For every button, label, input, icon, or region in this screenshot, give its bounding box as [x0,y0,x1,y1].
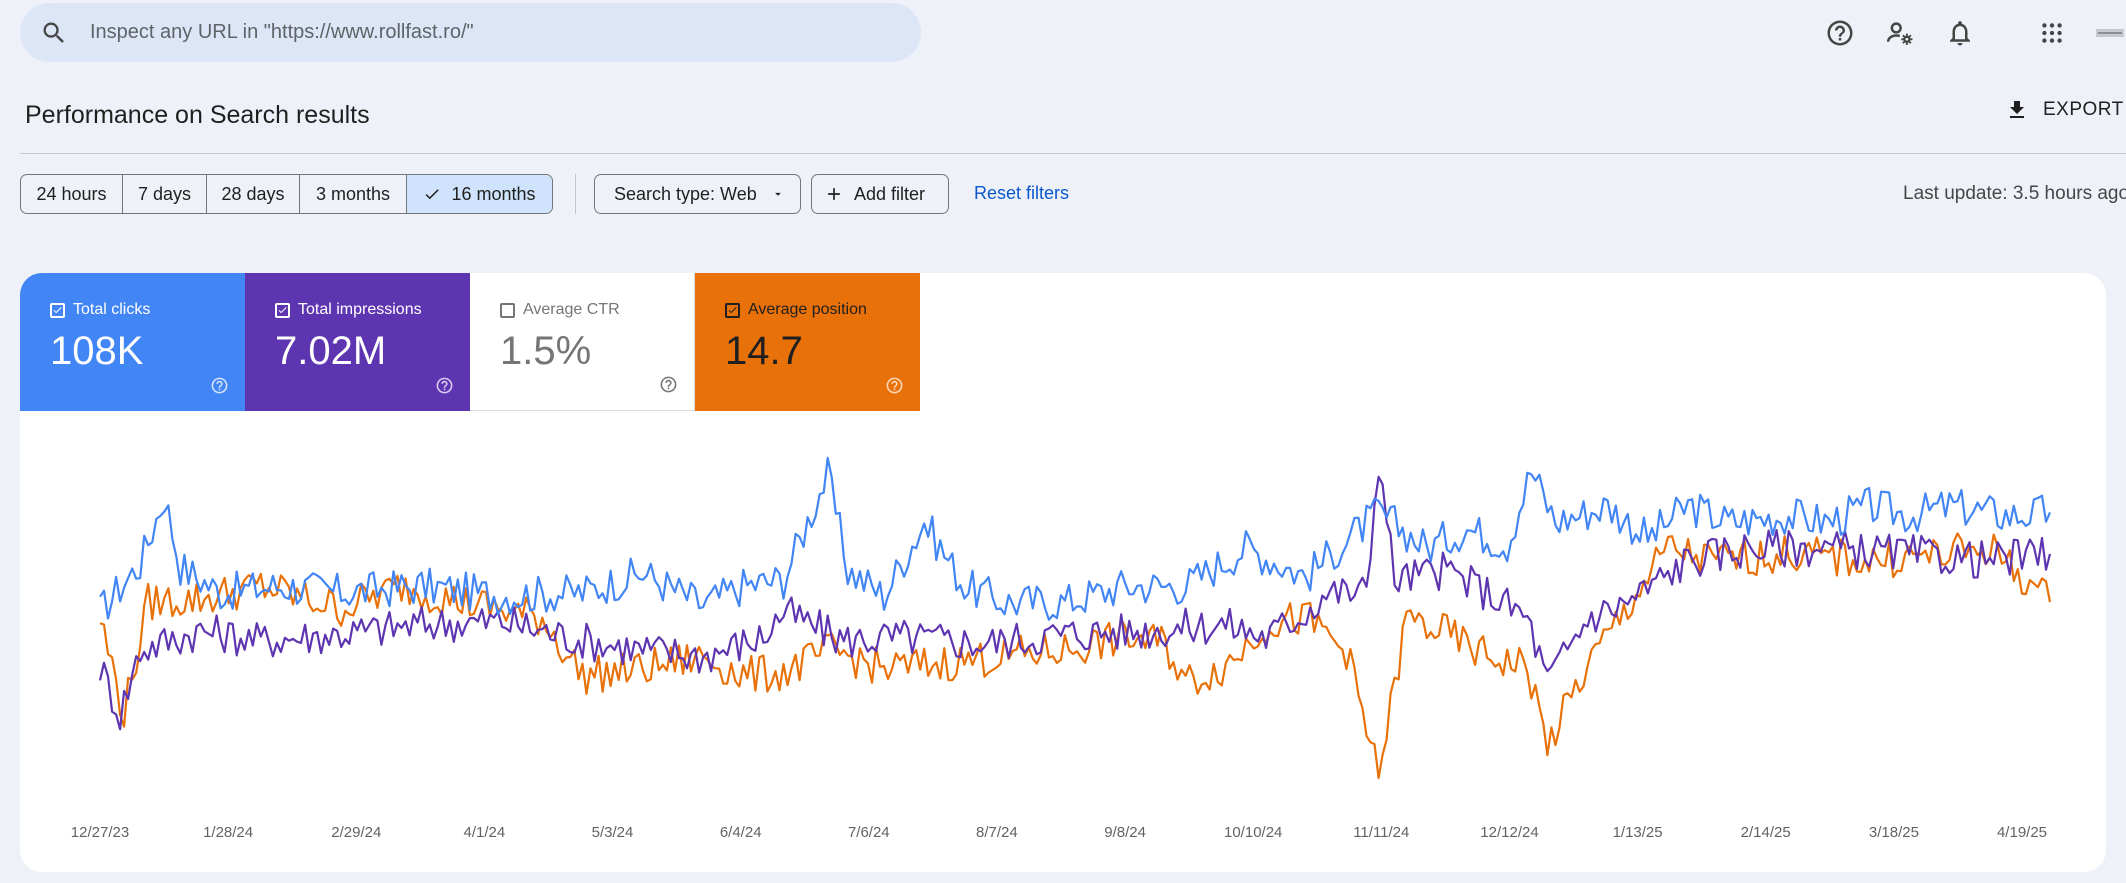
x-axis-tick-label: 2/14/25 [1741,824,1791,841]
date-range-16m[interactable]: 16 months [407,175,552,213]
metric-average-position[interactable]: Average position 14.7 [695,273,920,411]
metric-total-clicks[interactable]: Total clicks 108K [20,273,245,411]
x-axis-tick-label: 3/18/25 [1869,824,1919,841]
date-range-28d[interactable]: 28 days [207,175,300,213]
metric-value: 7.02M [275,329,387,373]
checkbox-unchecked-icon[interactable] [500,302,515,318]
metric-label: Average position [748,301,867,318]
export-label: EXPORT [2043,99,2124,120]
search-type-dropdown[interactable]: Search type: Web [594,174,801,214]
last-update-text: Last update: 3.5 hours ago [1903,183,2126,204]
search-icon [43,22,64,43]
download-icon [2010,101,2024,118]
date-range-24h[interactable]: 24 hours [21,175,123,213]
performance-line-chart: 12/27/23 1/28/24 2/29/24 4/1/24 5/3/24 6/4/24… [71,456,2052,841]
x-axis-tick-label: 12/12/24 [1480,824,1538,841]
metric-label: Average CTR [523,301,620,318]
x-axis-tick-label: 9/8/24 [1104,824,1146,841]
account-avatar[interactable] [2094,15,2126,51]
x-axis-tick-label: 1/28/24 [203,824,253,841]
x-axis-tick-label: 4/1/24 [464,824,506,841]
x-axis-tick-label: 2/29/24 [331,824,381,841]
x-axis-tick-label: 6/4/24 [720,824,762,841]
chart-series-line [98,475,2052,731]
url-inspection-search[interactable] [20,3,921,62]
checkbox-checked-icon[interactable] [725,302,740,318]
x-axis-tick-label: 12/27/23 [71,824,129,841]
reset-filters-link[interactable]: Reset filters [974,183,1070,203]
manage-accounts-icon[interactable] [1882,15,1918,51]
add-filter-button[interactable]: Add filter [811,174,949,214]
help-icon[interactable] [435,376,454,395]
metric-value: 14.7 [725,329,803,373]
filter-separator [575,174,576,214]
x-axis-tick-label: 4/19/25 [1997,824,2047,841]
x-axis-tick-label: 5/3/24 [592,824,634,841]
x-axis-tick-label: 1/13/25 [1613,824,1663,841]
metric-label: Total impressions [298,301,422,318]
page-title: Performance on Search results [25,101,370,129]
metric-label: Total clicks [73,301,151,318]
help-icon[interactable] [1822,15,1858,51]
metric-value: 1.5% [500,329,592,373]
date-range-16m-label: 16 months [451,183,536,204]
notifications-icon[interactable] [1942,15,1978,51]
checkbox-checked-icon[interactable] [50,302,65,318]
apps-icon[interactable] [2034,15,2070,51]
help-icon[interactable] [210,376,229,395]
date-range-3m[interactable]: 3 months [300,175,407,213]
dropdown-arrow-icon [774,192,781,196]
metric-average-ctr[interactable]: Average CTR 1.5% [470,273,695,411]
help-icon[interactable] [885,376,904,395]
url-inspection-input[interactable] [90,21,850,44]
chart-series-line [99,532,2052,780]
checkbox-checked-icon[interactable] [275,302,290,318]
export-button[interactable]: EXPORT [2005,98,2124,122]
search-type-label: Search type: Web [614,183,757,204]
performance-chart-card: 12/27/23 1/28/24 2/29/24 4/1/24 5/3/24 6/4/24… [20,273,2106,872]
add-filter-label: Add filter [854,183,926,204]
help-icon[interactable] [659,375,678,394]
date-range-selector: 24 hours 7 days 28 days 3 months 16 mont… [20,174,553,214]
header-divider [20,153,2126,154]
x-axis-tick-label: 8/7/24 [976,824,1018,841]
check-icon [426,189,440,200]
x-axis-tick-label: 11/11/24 [1353,824,1409,841]
metric-value: 108K [50,329,144,373]
date-range-7d[interactable]: 7 days [123,175,207,213]
x-axis-tick-label: 7/6/24 [848,824,890,841]
metric-total-impressions[interactable]: Total impressions 7.02M [245,273,470,411]
x-axis-tick-label: 10/10/24 [1224,824,1282,841]
chart-series-line [99,456,2052,621]
plus-icon [828,188,840,200]
